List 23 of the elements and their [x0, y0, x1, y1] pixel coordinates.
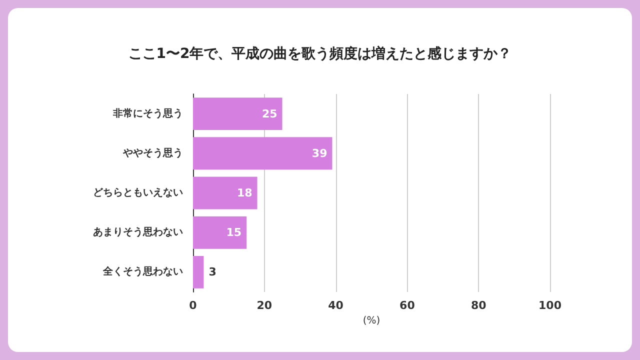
y-tick-label: 全くそう思わない	[102, 266, 183, 278]
data-label: 15	[226, 226, 242, 240]
x-tick-label: 80	[470, 299, 487, 312]
data-label: 39	[312, 146, 328, 160]
x-tick-label: 20	[256, 299, 272, 312]
y-tick-label: あまりそう思わない	[93, 226, 183, 238]
bar	[193, 137, 332, 170]
bar	[193, 256, 204, 288]
bar	[193, 216, 247, 249]
x-tick-label: 100	[538, 299, 562, 312]
y-tick-label: 非常にそう思う	[112, 107, 183, 120]
bar	[193, 98, 282, 130]
data-label: 18	[236, 186, 252, 200]
y-tick-label: どちらともいえない	[93, 188, 183, 198]
chart-title: ここ1〜2年で、平成の曲を歌う頻度は増えたと感じますか？	[128, 45, 512, 62]
x-tick-label: 0	[189, 299, 198, 312]
data-label: 25	[262, 107, 278, 120]
x-axis-title: (%)	[362, 316, 380, 326]
y-tick-label: ややそう思う	[122, 146, 183, 159]
x-tick-label: 40	[328, 299, 344, 312]
x-tick-label: 60	[400, 299, 416, 312]
data-label: 3	[208, 266, 216, 279]
bar	[193, 176, 258, 210]
